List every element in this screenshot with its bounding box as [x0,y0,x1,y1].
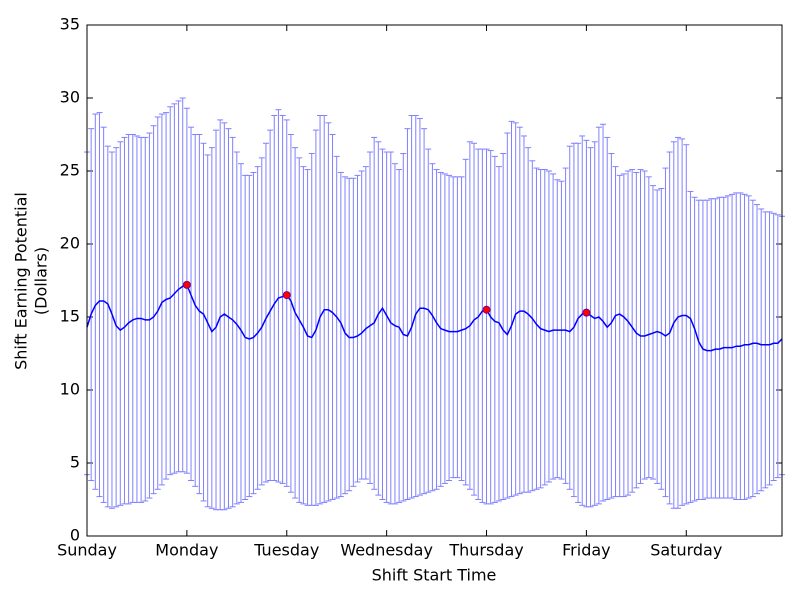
x-tick-label: Monday [155,541,218,560]
x-tick-label: Saturday [650,541,722,560]
highlight-point [582,308,591,317]
x-tick-label: Sunday [57,541,117,560]
y-axis-label: (Dollars) [32,247,51,315]
x-tick-label: Wednesday [340,541,433,560]
y-tick-label: 0 [70,526,80,545]
highlight-point [182,280,191,289]
x-tick-label: Friday [562,541,611,560]
x-tick-label: Thursday [448,541,523,560]
plot-frame [86,24,783,537]
y-tick-label: 5 [70,453,80,472]
x-tick-label: Tuesday [253,541,319,560]
y-tick-label: 25 [60,161,80,180]
highlight-point [282,291,291,300]
mean-line [86,283,783,352]
highlight-point [482,305,491,314]
y-tick-label: 15 [60,307,80,326]
y-tick-label: 10 [60,380,80,399]
x-axis-label: Shift Start Time [372,566,497,585]
y-axis-label: Shift Earning Potential [12,192,31,370]
y-tick-label: 30 [60,88,80,107]
y-tick-label: 20 [60,234,80,253]
y-tick-label: 35 [60,15,80,34]
